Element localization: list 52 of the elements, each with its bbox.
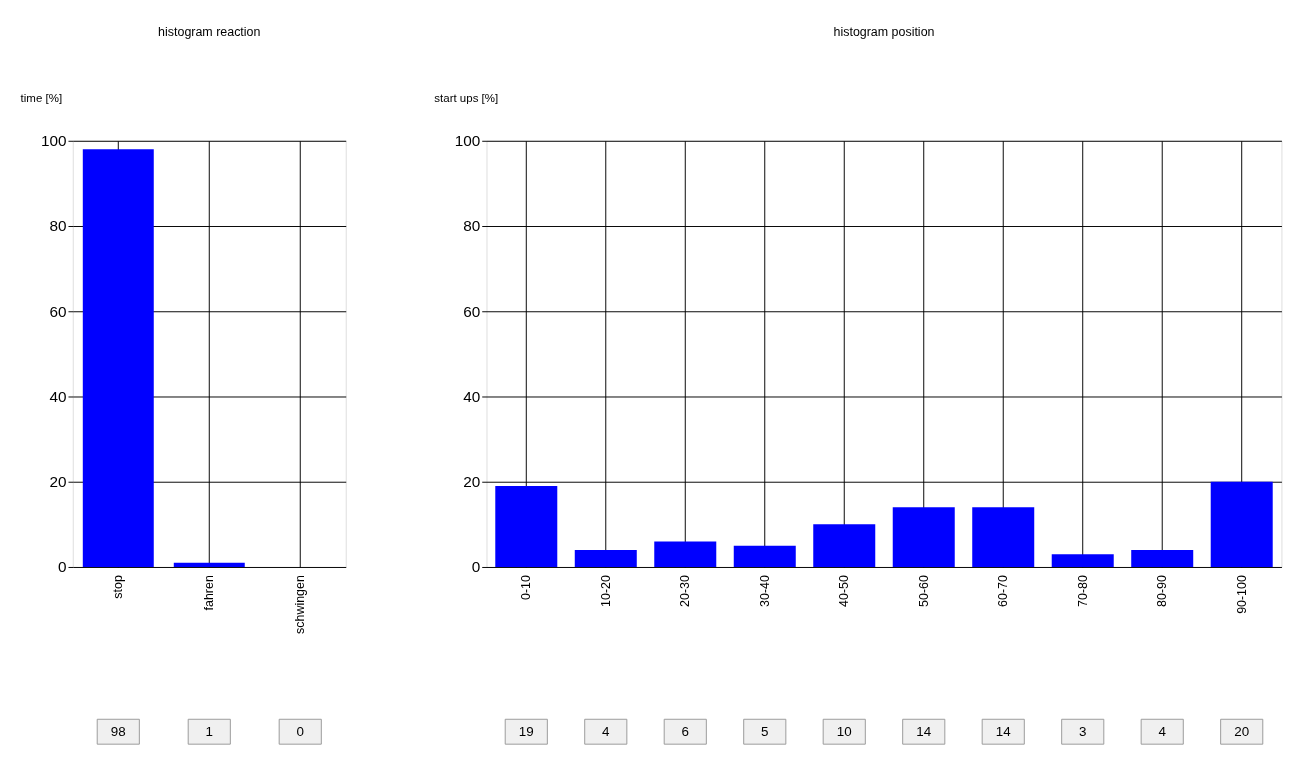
bar <box>1131 549 1194 567</box>
data-label: 20 <box>1234 723 1250 739</box>
y-tick-label: 20 <box>463 473 481 491</box>
y-tick-label: 0 <box>58 558 67 576</box>
x-tick-label: 10-20 <box>598 575 613 607</box>
chart-title: histogram reaction <box>158 25 261 40</box>
bar <box>1210 481 1273 567</box>
y-tick-label: 60 <box>49 302 67 320</box>
bar <box>654 541 717 567</box>
y-axis-title: time [%] <box>20 92 63 105</box>
data-label: 10 <box>836 723 852 739</box>
bar <box>1051 554 1114 567</box>
y-tick-label: 0 <box>471 558 481 576</box>
bar <box>892 507 955 567</box>
data-label: 14 <box>916 723 932 739</box>
x-tick-label: schwingen <box>293 575 308 634</box>
bar <box>574 549 637 567</box>
data-label: 6 <box>681 723 689 739</box>
data-label: 5 <box>761 723 769 739</box>
bar <box>495 486 558 567</box>
y-tick-label: 80 <box>463 217 481 235</box>
x-tick-label: 30-40 <box>757 575 772 607</box>
x-tick-label: 70-80 <box>1075 575 1090 607</box>
x-tick-label: 80-90 <box>1155 575 1170 607</box>
bar <box>733 545 796 567</box>
x-tick-label: stop <box>111 575 126 599</box>
data-label: 19 <box>518 723 534 739</box>
x-tick-label: 40-50 <box>837 575 852 607</box>
bar <box>813 524 876 567</box>
x-tick-label: 20-30 <box>678 575 693 607</box>
data-label: 3 <box>1079 723 1087 739</box>
data-label: 98 <box>110 723 126 739</box>
y-tick-label: 100 <box>454 132 481 150</box>
y-tick-label: 20 <box>49 473 67 491</box>
y-tick-label: 40 <box>49 387 67 405</box>
y-axis-title: start ups [%] <box>434 92 499 105</box>
x-tick-label: fahren <box>202 575 217 611</box>
y-tick-label: 80 <box>49 217 67 235</box>
y-tick-label: 40 <box>463 387 481 405</box>
bar <box>972 507 1035 567</box>
chart-title: histogram position <box>833 25 935 40</box>
x-tick-label: 50-60 <box>916 575 931 607</box>
x-tick-label: 0-10 <box>519 575 534 601</box>
y-tick-label: 60 <box>463 302 481 320</box>
data-label: 1 <box>205 723 213 739</box>
data-label: 4 <box>602 723 611 739</box>
x-tick-label: 60-70 <box>996 575 1011 607</box>
data-label: 14 <box>995 723 1012 739</box>
y-tick-label: 100 <box>41 132 67 150</box>
x-tick-label: 90-100 <box>1234 575 1249 614</box>
data-label: 4 <box>1158 723 1167 739</box>
data-label: 0 <box>296 723 304 739</box>
